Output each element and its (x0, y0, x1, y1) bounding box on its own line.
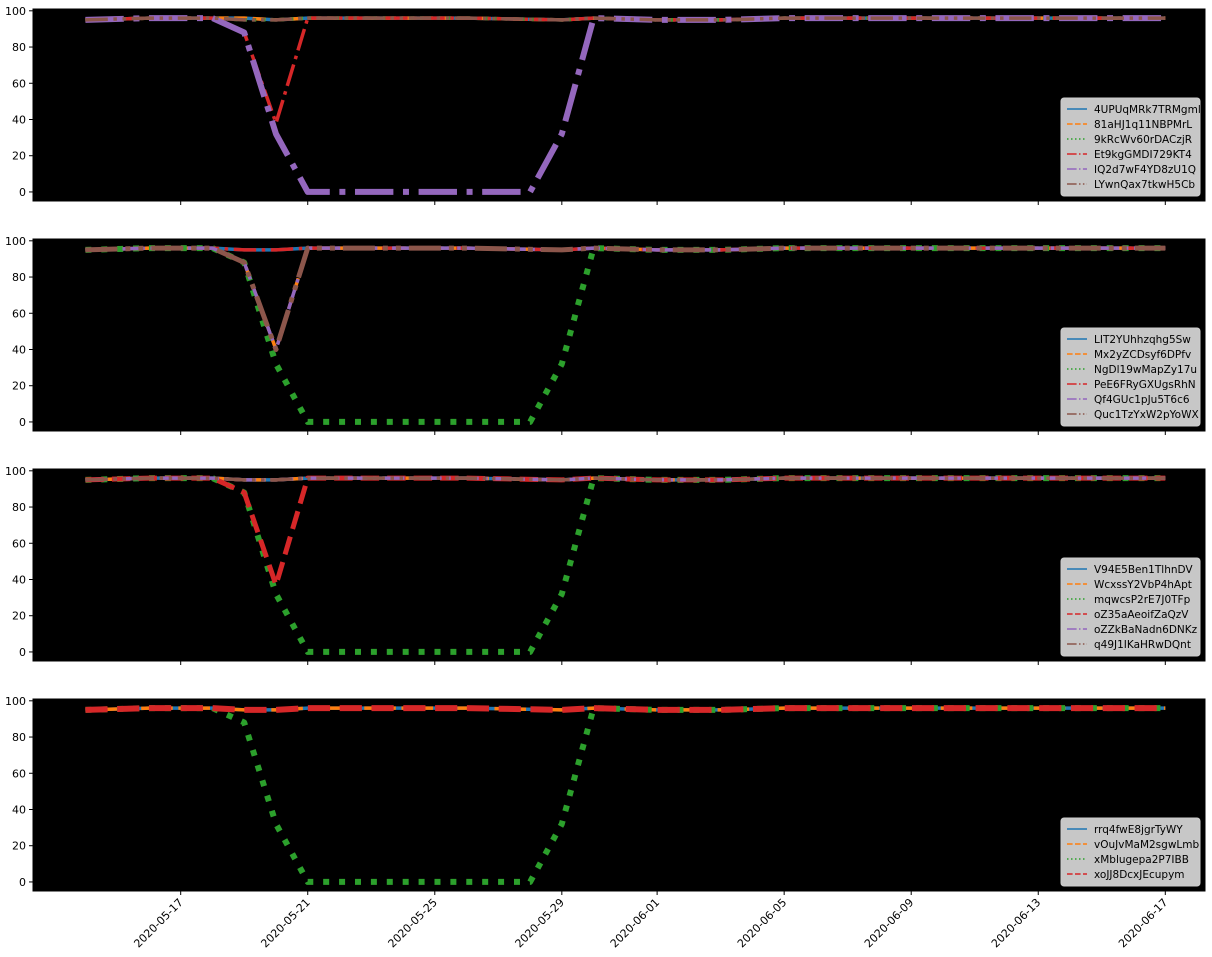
x-tick-label: 2020-06-01 (608, 896, 662, 950)
plot-background (33, 699, 1205, 891)
legend-box (1060, 817, 1201, 887)
legend-label: Mx2yZCDsyf6DPfv (1094, 349, 1191, 361)
y-tick-label: 60 (12, 537, 26, 550)
series-group (85, 705, 1166, 885)
y-tick-label: 20 (12, 150, 26, 163)
legend-label: V94E5Ben1TlhnDV (1094, 564, 1193, 576)
series-group (85, 475, 1166, 655)
legend: LIT2YUhhzqhg5Sw Mx2yZCDsyf6DPfv NgDl19wMap… (1060, 327, 1201, 427)
legend-label: Qf4GUc1pJu5T6c6 (1094, 394, 1190, 406)
legend-label: vOuJvMaM2sgwLmb (1094, 839, 1199, 851)
axes-frame (32, 238, 1206, 432)
y-tick-label: 100 (5, 235, 26, 248)
y-tick-label: 0 (19, 416, 26, 429)
y-tick-label: 80 (12, 41, 26, 54)
y-tick-label: 40 (12, 113, 26, 126)
legend-label: Quc1TzYxW2pYoWX (1094, 409, 1199, 421)
legend: rrq4fwE8jgrTyWY vOuJvMaM2sgwLmb xMblugepa2… (1060, 817, 1201, 887)
subplot-2: 0 20 40 60 80 100 LIT2YUhhzqhg5Sw Mx2yZCDsyf6DP… (5, 235, 1206, 435)
x-tick-label: 2020-05-17 (131, 896, 185, 950)
y-tick-label: 40 (12, 803, 26, 816)
series-line-xoJJ8DcxJEcupym (85, 705, 1166, 713)
series-line-NgDl19wMapZy17u (85, 245, 1166, 425)
legend-label: LIT2YUhhzqhg5Sw (1094, 334, 1191, 346)
x-tick-label: 2020-05-25 (386, 896, 440, 950)
legend-label: oZZkBaNadn6DNKz (1094, 624, 1198, 636)
series-line-mqwcsP2rE7J0TFp (85, 475, 1166, 655)
y-tick-label: 80 (12, 501, 26, 514)
x-tick-label: 2020-06-17 (1116, 896, 1170, 950)
y-tick-label: 20 (12, 840, 26, 853)
x-tick-label: 2020-06-09 (862, 896, 916, 950)
legend: V94E5Ben1TlhnDV WcxssY2VbP4hApt mqwcsP2rE7… (1060, 557, 1201, 657)
axes-frame (32, 8, 1206, 202)
legend-label: mqwcsP2rE7J0TFp (1094, 594, 1191, 606)
plot-background (33, 239, 1205, 431)
series-line-q49J1IKaHRwDQnt (85, 476, 1166, 482)
y-tick-label: 40 (12, 573, 26, 586)
y-tick-label: 100 (5, 5, 26, 18)
y-tick-label: 60 (12, 77, 26, 90)
legend-label: NgDl19wMapZy17u (1094, 364, 1197, 376)
plot-background (33, 9, 1205, 201)
y-tick-label: 60 (12, 307, 26, 320)
subplot-3: 0 20 40 60 80 100 V94E5Ben1TlhnDV WcxssY2VbP4hA… (5, 465, 1206, 665)
x-tick-label: 2020-06-05 (735, 896, 789, 950)
series-line-Quc1TzYxW2pYoWX (85, 245, 1166, 352)
legend-label: PeE6FRyGXUgsRhN (1094, 379, 1196, 391)
y-tick-label: 60 (12, 767, 26, 780)
legend-box (1060, 557, 1201, 657)
series-group (85, 15, 1166, 195)
legend-label: xMblugepa2P7IBB (1094, 854, 1189, 866)
y-tick-label: 80 (12, 271, 26, 284)
subplot-1: 0 20 40 60 80 100 4UPUqMRk7TRMgml 81aHJ1q11NBPM… (5, 5, 1206, 205)
series-line-LYwnQax7tkwH5Cb (85, 16, 1166, 22)
series-line-xMblugepa2P7IBB (85, 705, 1166, 885)
y-tick-label: 20 (12, 380, 26, 393)
legend: 4UPUqMRk7TRMgml 81aHJ1q11NBPMrL 9kRcWv60rD… (1060, 97, 1201, 197)
y-tick-label: 80 (12, 731, 26, 744)
x-tick-label: 2020-05-21 (258, 896, 312, 950)
subplot-4: 0 20 40 60 80 100 2020-05-17 2020-05-21 2020-05-… (5, 695, 1206, 950)
legend-label: WcxssY2VbP4hApt (1094, 579, 1192, 591)
legend-label: 81aHJ1q11NBPMrL (1094, 119, 1192, 131)
x-tick-label: 2020-06-13 (989, 896, 1043, 950)
y-tick-label: 0 (19, 186, 26, 199)
y-tick-label: 100 (5, 465, 26, 478)
y-tick-label: 100 (5, 695, 26, 708)
legend-label: Et9kgGMDI729KT4 (1094, 149, 1192, 161)
legend-box (1060, 97, 1201, 197)
y-tick-label: 0 (19, 646, 26, 659)
legend-label: 9kRcWv60rDACzjR (1094, 134, 1192, 146)
legend-label: LYwnQax7tkwH5Cb (1094, 179, 1195, 191)
axes-frame (32, 468, 1206, 662)
legend-label: oZ35aAeoifZaQzV (1094, 609, 1189, 621)
y-tick-label: 40 (12, 343, 26, 356)
legend-label: IQ2d7wF4YD8zU1Q (1094, 164, 1196, 176)
legend-label: xoJJ8DcxJEcupym (1094, 869, 1185, 881)
series-group (85, 245, 1166, 425)
x-tick-label: 2020-05-29 (513, 896, 567, 950)
axes-frame (32, 698, 1206, 892)
legend-label: rrq4fwE8jgrTyWY (1094, 824, 1183, 836)
plot-background (33, 469, 1205, 661)
y-tick-label: 0 (19, 876, 26, 889)
y-tick-label: 20 (12, 610, 26, 623)
legend-box (1060, 327, 1201, 427)
legend-label: q49J1IKaHRwDQnt (1094, 639, 1191, 651)
legend-label: 4UPUqMRk7TRMgml (1094, 104, 1201, 116)
